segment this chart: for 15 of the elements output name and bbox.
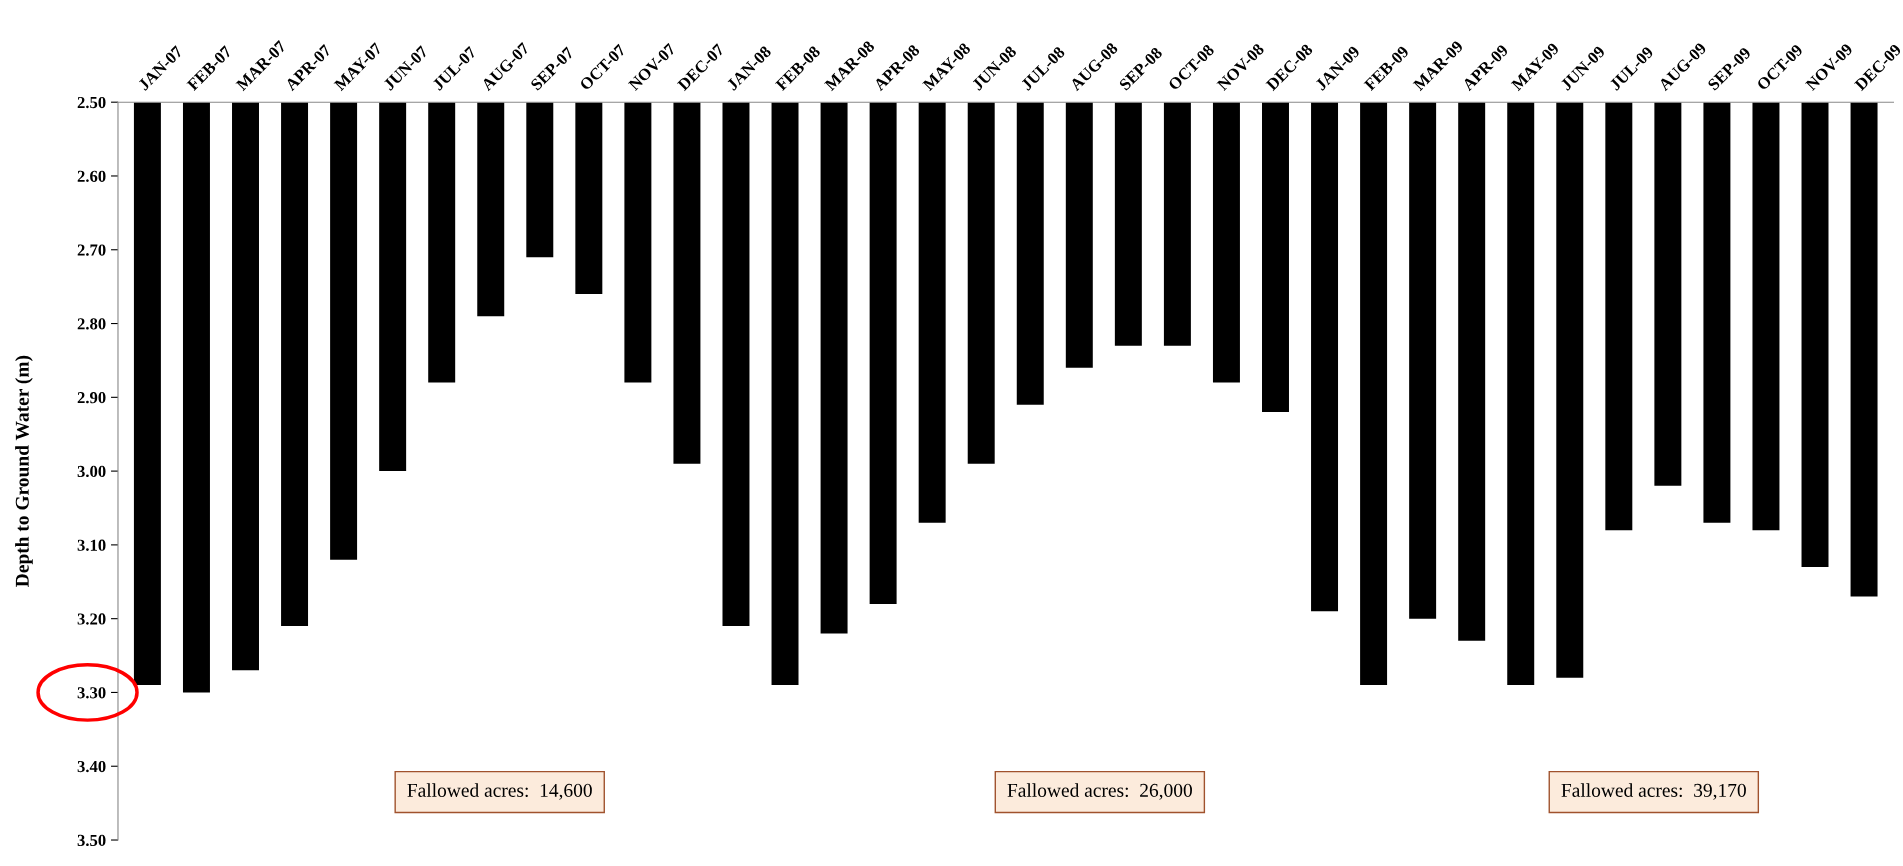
y-tick-label: 2.60 [77, 170, 106, 182]
y-tick-label: 3.50 [77, 834, 106, 847]
y-tick-label: 3.30 [77, 687, 106, 699]
annotation: Fallowed acres: 39,170 [1561, 783, 1746, 800]
y-tick-label: 2.50 [77, 96, 106, 109]
y-tick-label: 2.90 [77, 392, 106, 404]
y-tick-label: 3.00 [77, 465, 106, 478]
y-tick-label: 3.40 [77, 760, 106, 773]
y-tick-label: 2.80 [77, 318, 106, 330]
annotation: Fallowed acres: 26,000 [1007, 783, 1192, 800]
y-axis-title: Depth to Ground Water (m) [15, 355, 33, 587]
annotation: Fallowed acres: 14,600 [407, 783, 592, 800]
y-tick-label: 3.20 [77, 613, 106, 625]
y-tick-label: 2.70 [77, 244, 106, 256]
y-tick-label: 3.10 [77, 539, 106, 551]
